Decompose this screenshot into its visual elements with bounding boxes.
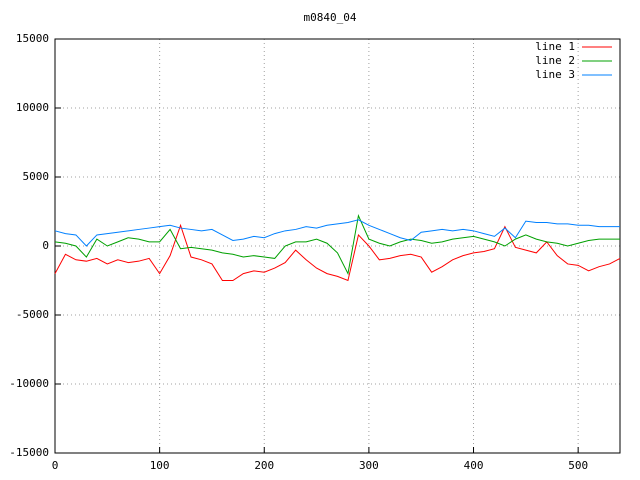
series-line — [54, 219, 620, 247]
x-tick-label: 500 — [568, 459, 588, 472]
legend-label: line 3 — [535, 68, 575, 81]
legend-label: line 1 — [535, 40, 575, 53]
x-tick-label: 200 — [254, 459, 274, 472]
x-tick-label: 0 — [52, 459, 59, 472]
x-tick-label: 100 — [150, 459, 170, 472]
series-line — [54, 213, 620, 276]
plot-border — [54, 38, 621, 454]
x-tick-label: 400 — [464, 459, 484, 472]
y-tick-label: 0 — [42, 239, 49, 252]
chart-title: m0840_04 — [304, 11, 357, 24]
y-tick-label: -15000 — [9, 446, 49, 459]
x-tick-label: 300 — [359, 459, 379, 472]
y-tick-label: 10000 — [16, 101, 49, 114]
y-tick-label: 15000 — [16, 32, 49, 45]
y-tick-label: 5000 — [23, 170, 50, 183]
y-tick-label: -5000 — [16, 308, 49, 321]
legend-label: line 2 — [535, 54, 575, 67]
series-line — [54, 223, 621, 282]
y-tick-label: -10000 — [9, 377, 49, 390]
